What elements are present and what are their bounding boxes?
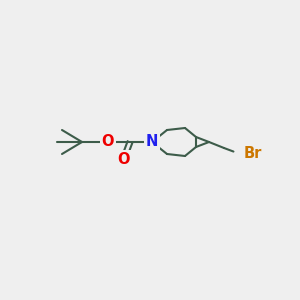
Text: O: O (102, 134, 114, 149)
Text: Br: Br (244, 146, 262, 161)
Text: O: O (117, 152, 129, 166)
Text: N: N (146, 134, 158, 149)
